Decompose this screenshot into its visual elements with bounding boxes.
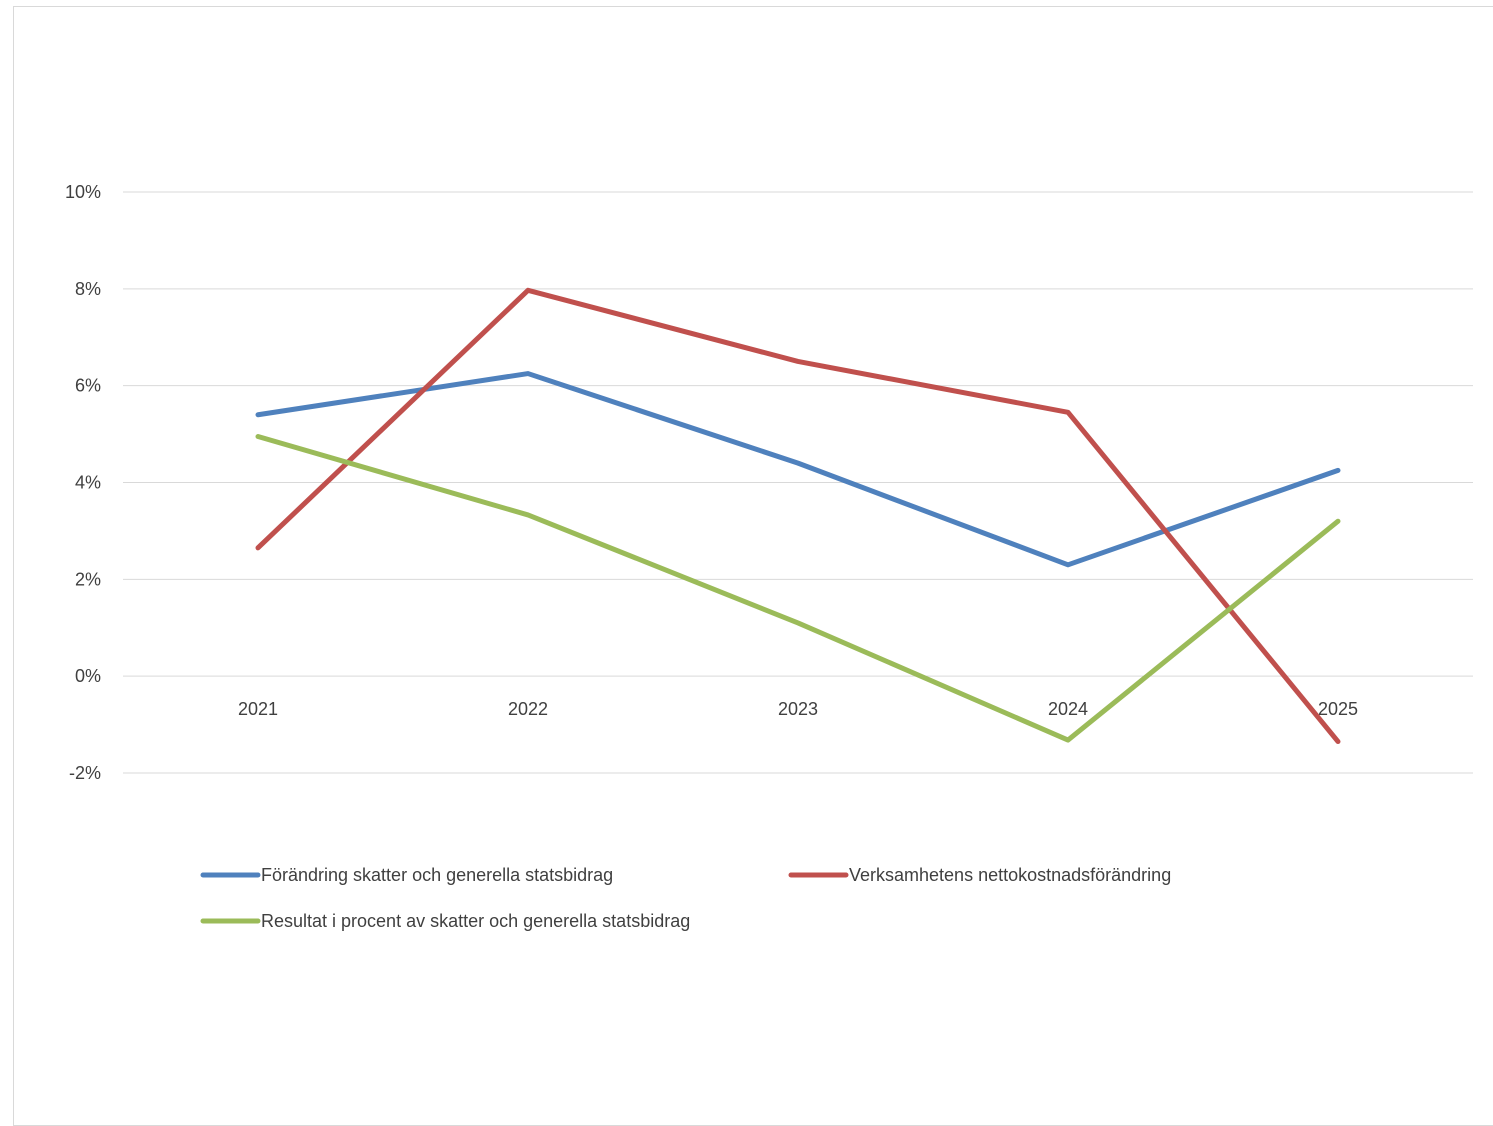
x-axis-tick-labels: 2021 2022 2023 2024 2025: [238, 699, 1358, 719]
series-line-2: [255, 287, 1341, 745]
legend-label: Verksamhetens nettokostnadsförändring: [849, 865, 1171, 885]
y-tick-label: 8%: [75, 279, 101, 299]
y-tick-label: 0%: [75, 666, 101, 686]
series-lines: [255, 287, 1341, 745]
legend-label: Förändring skatter och generella statsbi…: [261, 865, 613, 885]
x-tick-label: 2023: [778, 699, 818, 719]
y-tick-label: 2%: [75, 569, 101, 589]
x-tick-label: 2022: [508, 699, 548, 719]
y-tick-label: 10%: [65, 182, 101, 202]
x-tick-label: 2025: [1318, 699, 1358, 719]
x-tick-label: 2024: [1048, 699, 1088, 719]
series-line-1: [255, 371, 1341, 568]
legend: Förändring skatter och generella statsbi…: [200, 865, 1171, 931]
series-line-3: [255, 434, 1341, 743]
y-axis-tick-labels: -2% 0% 2% 4% 6% 8% 10%: [65, 182, 101, 783]
y-tick-label: 4%: [75, 473, 101, 493]
y-tick-label: -2%: [69, 763, 101, 783]
gridlines: [123, 191, 1473, 774]
x-tick-label: 2021: [238, 699, 278, 719]
legend-label: Resultat i procent av skatter och genere…: [261, 911, 690, 931]
y-tick-label: 6%: [75, 376, 101, 396]
